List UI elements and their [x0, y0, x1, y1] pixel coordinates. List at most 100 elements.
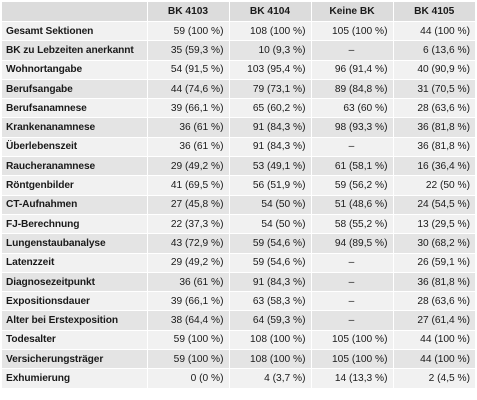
- row-label: Raucheranamnese: [2, 156, 148, 177]
- table-cell: –: [311, 253, 394, 273]
- table-row: Expositionsdauer 39 (66,1 %) 63 (58,3 %) –2…: [2, 291, 475, 312]
- table-cell: 54 (50 %): [229, 214, 312, 235]
- table-cell: 105 (100 %): [311, 21, 394, 42]
- table-row: Latenzzeit 29 (49,2 %) 59 (54,6 %) –26 (59,…: [2, 253, 475, 273]
- table-cell: 59 (100 %): [147, 21, 230, 42]
- table-row: Berufsanamnese 39 (66,1 %) 65 (60,2 %) 63 (…: [2, 98, 475, 119]
- table-row: Versicherungsträger 59 (100 %) 108 (100 %)…: [2, 349, 475, 370]
- table-cell: 43 (72,9 %): [147, 233, 230, 254]
- table-row: Überlebenszeit 36 (61 %) 91 (84,3 %) –36 (8…: [2, 137, 475, 158]
- table-cell: 0 (0 %): [147, 368, 230, 389]
- table-cell: 105 (100 %): [311, 349, 394, 370]
- row-label: Versicherungsträger: [2, 349, 148, 370]
- table-row: BK zu Lebzeiten anerkannt 35 (59,3 %) 10 (…: [2, 40, 475, 61]
- table-cell: 10 (9,3 %): [229, 40, 312, 61]
- row-label: FJ-Berechnung: [2, 214, 148, 235]
- table-cell: –: [311, 40, 394, 61]
- row-label: CT-Aufnahmen: [2, 195, 148, 215]
- table-cell: –: [311, 310, 394, 331]
- table-row: Berufsangabe 44 (74,6 %) 79 (73,1 %) 89 (84…: [2, 79, 475, 100]
- table-cell: 54 (50 %): [229, 195, 312, 215]
- table-row: Alter bei Erstexposition 38 (64,4 %) 64 (5…: [2, 310, 475, 331]
- row-label: Expositionsdauer: [2, 291, 148, 312]
- table-cell: 44 (100 %): [393, 21, 475, 42]
- statistics-table: BK 4103 BK 4104 Keine BK BK 4105 Gesamt …: [2, 2, 475, 389]
- header-cell-bk-4105: BK 4105: [393, 2, 475, 22]
- table-cell: 91 (84,3 %): [229, 117, 312, 138]
- table-cell: 59 (100 %): [147, 349, 230, 370]
- table-body: Gesamt Sektionen 59 (100 %) 108 (100 %) 105…: [2, 21, 475, 389]
- table-cell: 36 (61 %): [147, 117, 230, 138]
- table-cell: –: [311, 137, 394, 158]
- table-cell: 36 (61 %): [147, 272, 230, 293]
- row-label: BK zu Lebzeiten anerkannt: [2, 40, 148, 61]
- table-cell: 30 (68,2 %): [393, 233, 475, 254]
- table-cell: 31 (70,5 %): [393, 79, 475, 100]
- table-row: Exhumierung 0 (0 %) 4 (3,7 %) 14 (13,3 %) 2 …: [2, 368, 475, 389]
- table-cell: 41 (69,5 %): [147, 175, 230, 196]
- table-cell: 91 (84,3 %): [229, 272, 312, 293]
- table-cell: 94 (89,5 %): [311, 233, 394, 254]
- table-cell: 22 (37,3 %): [147, 214, 230, 235]
- table-cell: 36 (81,8 %): [393, 137, 475, 158]
- table-cell: 59 (100 %): [147, 330, 230, 351]
- table-cell: 36 (81,8 %): [393, 117, 475, 138]
- row-label: Gesamt Sektionen: [2, 21, 148, 42]
- row-label: Wohnortangabe: [2, 60, 148, 80]
- table-cell: 6 (13,6 %): [393, 40, 475, 61]
- header-cell-bk-4103: BK 4103: [147, 2, 230, 22]
- table-row: Lungenstaubanalyse 43 (72,9 %) 59 (54,6 %)…: [2, 233, 475, 254]
- table-cell: 108 (100 %): [229, 330, 312, 351]
- table-cell: 26 (59,1 %): [393, 253, 475, 273]
- table-cell: 14 (13,3 %): [311, 368, 394, 389]
- table-row: FJ-Berechnung 22 (37,3 %) 54 (50 %) 58 (55,…: [2, 214, 475, 235]
- table-cell: 28 (63,6 %): [393, 291, 475, 312]
- table-row: Raucheranamnese 29 (49,2 %) 53 (49,1 %) 61 …: [2, 156, 475, 177]
- row-label: Röntgenbilder: [2, 175, 148, 196]
- table-cell: 29 (49,2 %): [147, 253, 230, 273]
- row-label: Berufsanamnese: [2, 98, 148, 119]
- table-cell: 28 (63,6 %): [393, 98, 475, 119]
- table-row: CT-Aufnahmen 27 (45,8 %) 54 (50 %) 51 (48,6…: [2, 195, 475, 215]
- row-label: Alter bei Erstexposition: [2, 310, 148, 331]
- table-cell: 39 (66,1 %): [147, 98, 230, 119]
- table-cell: 105 (100 %): [311, 330, 394, 351]
- table-cell: 2 (4,5 %): [393, 368, 475, 389]
- table-cell: 56 (51,9 %): [229, 175, 312, 196]
- row-label: Latenzzeit: [2, 253, 148, 273]
- table-cell: 59 (54,6 %): [229, 233, 312, 254]
- table-cell: 79 (73,1 %): [229, 79, 312, 100]
- table-cell: 27 (45,8 %): [147, 195, 230, 215]
- table-header: BK 4103 BK 4104 Keine BK BK 4105: [2, 2, 475, 22]
- table-cell: 39 (66,1 %): [147, 291, 230, 312]
- table-cell: 13 (29,5 %): [393, 214, 475, 235]
- table-cell: 91 (84,3 %): [229, 137, 312, 158]
- table-cell: 36 (81,8 %): [393, 272, 475, 293]
- table-cell: 65 (60,2 %): [229, 98, 312, 119]
- table-cell: 38 (64,4 %): [147, 310, 230, 331]
- table-cell: 35 (59,3 %): [147, 40, 230, 61]
- table-cell: 108 (100 %): [229, 349, 312, 370]
- table-cell: 63 (58,3 %): [229, 291, 312, 312]
- table-cell: 4 (3,7 %): [229, 368, 312, 389]
- table-cell: –: [311, 291, 394, 312]
- row-label: Todesalter: [2, 330, 148, 351]
- row-label: Überlebenszeit: [2, 137, 148, 158]
- table-cell: –: [311, 272, 394, 293]
- table-row: Diagnosezeitpunkt 36 (61 %) 91 (84,3 %) –36…: [2, 272, 475, 293]
- table-cell: 59 (56,2 %): [311, 175, 394, 196]
- table-cell: 54 (91,5 %): [147, 60, 230, 80]
- header-cell-label: [2, 2, 148, 22]
- table-cell: 58 (55,2 %): [311, 214, 394, 235]
- table-cell: 44 (74,6 %): [147, 79, 230, 100]
- table-row: Gesamt Sektionen 59 (100 %) 108 (100 %) 105…: [2, 21, 475, 42]
- table-cell: 24 (54,5 %): [393, 195, 475, 215]
- table-cell: 29 (49,2 %): [147, 156, 230, 177]
- table-cell: 103 (95,4 %): [229, 60, 312, 80]
- table-cell: 59 (54,6 %): [229, 253, 312, 273]
- data-table-container: BK 4103 BK 4104 Keine BK BK 4105 Gesamt …: [2, 2, 475, 389]
- header-row: BK 4103 BK 4104 Keine BK BK 4105: [2, 2, 475, 22]
- table-cell: 63 (60 %): [311, 98, 394, 119]
- table-cell: 51 (48,6 %): [311, 195, 394, 215]
- table-row: Krankenanamnese 36 (61 %) 91 (84,3 %) 98 (9…: [2, 117, 475, 138]
